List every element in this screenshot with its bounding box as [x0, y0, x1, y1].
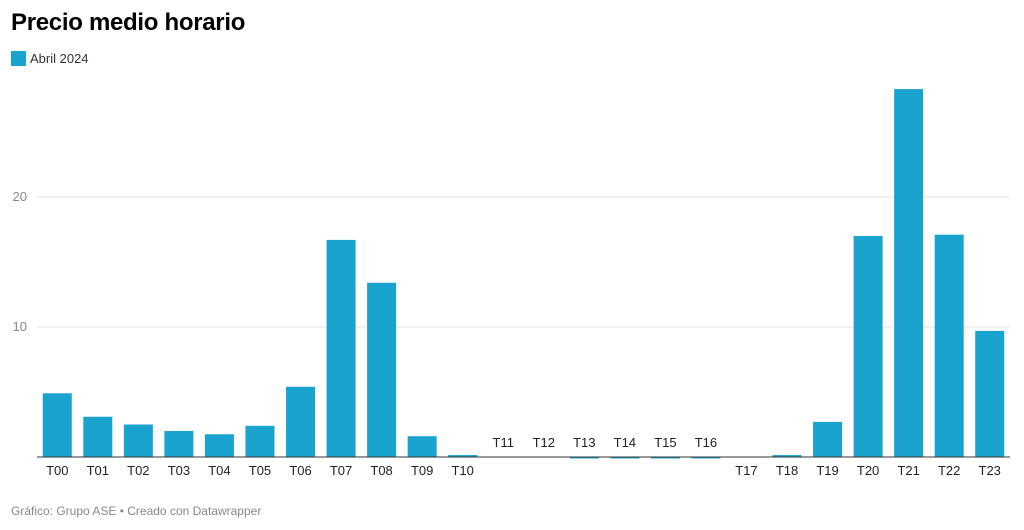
bar-t08 [367, 282, 397, 457]
x-tick-label-t11: T11 [493, 435, 514, 450]
x-tick-label-t04: T04 [208, 463, 230, 478]
x-tick-label-t02: T02 [127, 463, 149, 478]
bar-t04 [204, 434, 234, 457]
x-tick-label-t10: T10 [451, 463, 473, 478]
y-tick-label: 10 [13, 319, 27, 334]
bar-t03 [164, 431, 194, 457]
x-tick-label-t16: T16 [695, 435, 717, 450]
bar-t01 [83, 416, 113, 457]
bar-t23 [975, 330, 1005, 457]
bar-t07 [326, 239, 356, 457]
x-tick-label-t13: T13 [573, 435, 595, 450]
bar-t14 [610, 457, 640, 459]
bar-t21 [894, 89, 924, 457]
x-tick-label-t03: T03 [168, 463, 190, 478]
bar-t00 [42, 393, 72, 457]
x-tick-label-t23: T23 [979, 463, 1001, 478]
bar-t05 [245, 425, 275, 457]
x-tick-label-t14: T14 [614, 435, 636, 450]
x-tick-label-t09: T09 [411, 463, 433, 478]
x-tick-label-t20: T20 [857, 463, 879, 478]
x-tick-label-t12: T12 [533, 435, 555, 450]
chart-footer: Gráfico: Grupo ASE • Creado con Datawrap… [11, 504, 262, 518]
x-tick-label-t19: T19 [816, 463, 838, 478]
x-tick-label-t06: T06 [289, 463, 311, 478]
x-tick-label-t01: T01 [87, 463, 109, 478]
y-tick-label: 20 [13, 189, 27, 204]
x-tick-label-t18: T18 [776, 463, 798, 478]
bar-t09 [407, 436, 437, 457]
bar-t13 [569, 457, 599, 459]
bar-t02 [123, 424, 153, 457]
bar-t22 [934, 234, 964, 457]
x-tick-label-t17: T17 [735, 463, 757, 478]
x-tick-label-t07: T07 [330, 463, 352, 478]
bar-t19 [813, 421, 843, 457]
legend-swatch [11, 51, 26, 66]
bar-t10 [448, 455, 478, 457]
x-tick-label-t22: T22 [938, 463, 960, 478]
bar-t18 [772, 455, 802, 457]
chart-title: Precio medio horario [11, 9, 246, 36]
bar-t16 [691, 457, 721, 459]
x-tick-label-t08: T08 [370, 463, 392, 478]
bar-t20 [853, 236, 883, 457]
bar-t06 [286, 386, 316, 457]
bar-t15 [650, 457, 680, 459]
x-tick-label-t21: T21 [897, 463, 919, 478]
x-tick-label-t05: T05 [249, 463, 271, 478]
legend: Abril 2024 [11, 51, 89, 66]
x-tick-label-t15: T15 [654, 435, 676, 450]
legend-label: Abril 2024 [30, 51, 89, 66]
x-tick-label-t00: T00 [46, 463, 68, 478]
